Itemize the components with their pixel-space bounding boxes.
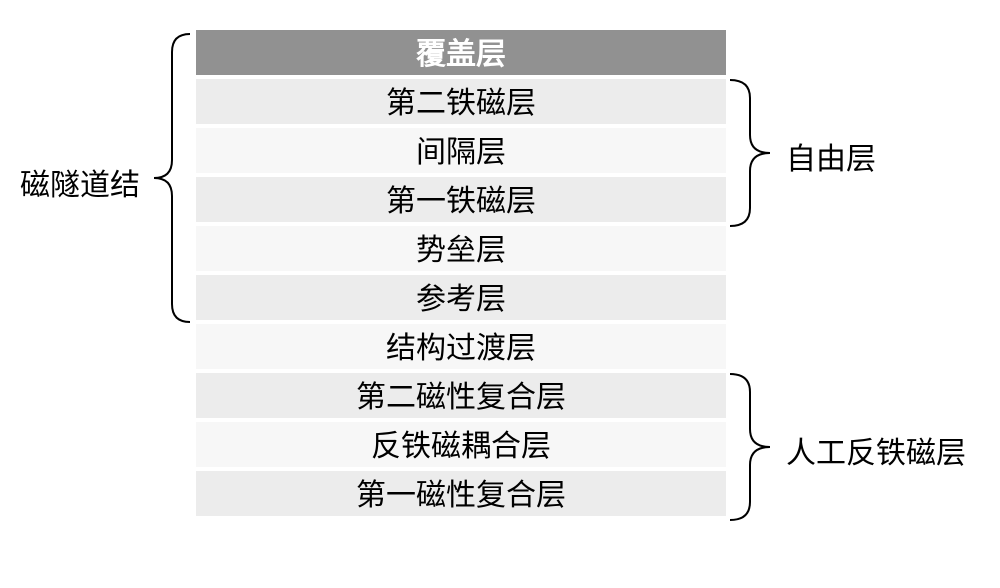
layer-stack: 覆盖层 第二铁磁层 间隔层 第一铁磁层 势垒层 参考层 结构过渡层 第二磁性复合…: [196, 30, 726, 520]
bracket-right-bottom: [730, 374, 774, 520]
bracket-right-top: [730, 80, 774, 226]
layer-ferro-2: 第二铁磁层: [196, 79, 726, 128]
label-mtj: 磁隧道结: [20, 160, 140, 204]
diagram-canvas: 覆盖层 第二铁磁层 间隔层 第一铁磁层 势垒层 参考层 结构过渡层 第二磁性复合…: [0, 0, 1000, 588]
label-free-layer: 自由层: [786, 134, 876, 178]
label-saf-layer: 人工反铁磁层: [786, 428, 966, 472]
layer-mag-composite-2: 第二磁性复合层: [196, 373, 726, 422]
bracket-left: [150, 34, 190, 322]
layer-af-coupling: 反铁磁耦合层: [196, 422, 726, 471]
layer-transition: 结构过渡层: [196, 324, 726, 373]
layer-reference: 参考层: [196, 275, 726, 324]
layer-cover: 覆盖层: [196, 30, 726, 79]
layer-mag-composite-1: 第一磁性复合层: [196, 471, 726, 520]
layer-ferro-1: 第一铁磁层: [196, 177, 726, 226]
layer-barrier: 势垒层: [196, 226, 726, 275]
layer-spacer: 间隔层: [196, 128, 726, 177]
